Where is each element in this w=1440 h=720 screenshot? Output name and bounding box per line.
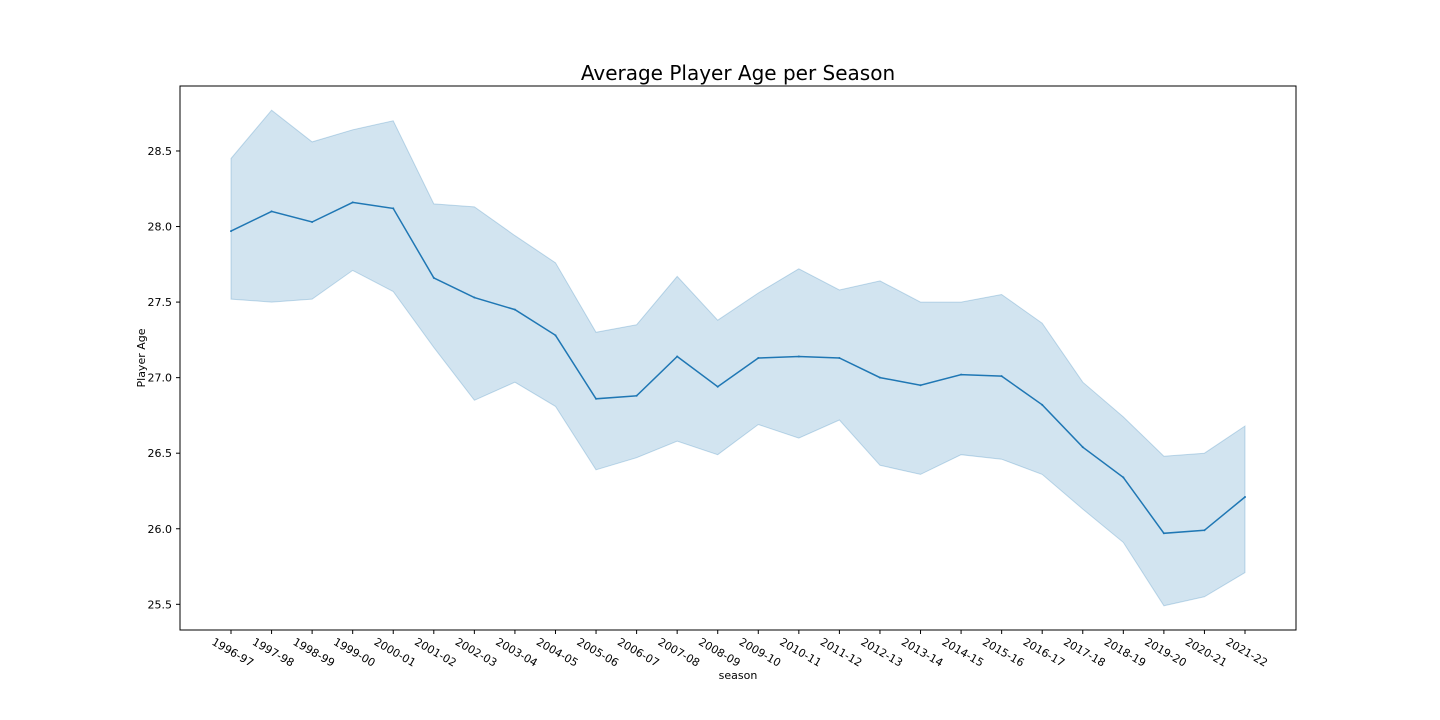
x-tick-label: 2011-12 [818, 635, 864, 669]
y-tick-label: 28.0 [148, 221, 173, 234]
data-point [513, 308, 516, 311]
data-point [432, 276, 435, 279]
x-tick-label: 1998-99 [291, 635, 337, 669]
data-point [919, 384, 922, 387]
data-point [1081, 446, 1084, 449]
data-point [797, 355, 800, 358]
data-point [1162, 532, 1165, 535]
x-tick-label: 2003-04 [493, 635, 539, 669]
x-tick-label: 2009-10 [737, 635, 783, 669]
data-point [838, 357, 841, 359]
data-point [716, 385, 719, 388]
x-tick-label: 2001-02 [412, 635, 458, 669]
data-point [1244, 496, 1246, 499]
data-point [960, 373, 963, 376]
x-tick-label: 2008-09 [696, 635, 742, 669]
data-point [311, 221, 314, 223]
x-tick-label: 1999-00 [331, 635, 377, 669]
x-tick-label: 2014-15 [940, 635, 986, 669]
x-tick-label: 2005-06 [575, 635, 621, 669]
data-point [878, 376, 881, 379]
data-point [392, 207, 395, 210]
data-point [230, 230, 232, 233]
data-point [595, 397, 598, 400]
confidence-band [230, 109, 1246, 607]
y-axis: 25.5 26.0 26.5 27.0 27.5 28.0 28.5 [148, 145, 180, 611]
data-point [1041, 403, 1044, 406]
data-point [757, 357, 760, 359]
x-tick-label: 2000-01 [372, 635, 418, 669]
x-tick-label: 2017-18 [1061, 635, 1107, 669]
plot-area [230, 109, 1246, 607]
plot-frame [179, 85, 1297, 631]
x-tick-label: 2021-22 [1224, 635, 1270, 669]
x-tick-label: 2018-19 [1102, 635, 1148, 669]
x-axis: 1996-971997-981998-991999-002000-012001-… [210, 630, 1270, 670]
x-tick-label: 2004-05 [534, 635, 580, 669]
x-tick-label: 2010-11 [777, 635, 823, 669]
x-tick-label: 2006-07 [615, 635, 661, 669]
data-point [676, 355, 679, 358]
data-point [554, 334, 557, 337]
y-tick-label: 25.5 [148, 598, 173, 611]
x-tick-label: 2007-08 [656, 635, 702, 669]
x-tick-label: 2015-16 [980, 635, 1026, 669]
x-tick-label: 1997-98 [250, 635, 296, 669]
x-tick-label: 2002-03 [453, 635, 499, 669]
x-tick-label: 2013-14 [899, 635, 945, 669]
data-point [1203, 529, 1206, 532]
x-tick-label: 2016-17 [1021, 635, 1067, 669]
data-point [270, 210, 273, 213]
x-tick-label: 1996-97 [210, 635, 256, 669]
x-axis-label: season [719, 669, 758, 682]
y-tick-label: 27.0 [148, 372, 173, 385]
x-tick-label: 2020-21 [1183, 635, 1229, 669]
chart-title: Average Player Age per Season [581, 61, 895, 85]
data-point [1122, 476, 1125, 479]
series-line [230, 201, 1246, 535]
x-tick-label: 2019-20 [1142, 635, 1188, 669]
y-tick-label: 26.5 [148, 447, 173, 460]
y-axis-label: Player Age [135, 328, 148, 387]
data-point [351, 201, 354, 204]
data-point [473, 296, 476, 299]
y-tick-label: 27.5 [148, 296, 173, 309]
y-tick-label: 28.5 [148, 145, 173, 158]
data-point [1000, 375, 1003, 378]
y-tick-label: 26.0 [148, 523, 173, 536]
data-point [635, 394, 638, 397]
x-tick-label: 2012-13 [858, 635, 904, 669]
